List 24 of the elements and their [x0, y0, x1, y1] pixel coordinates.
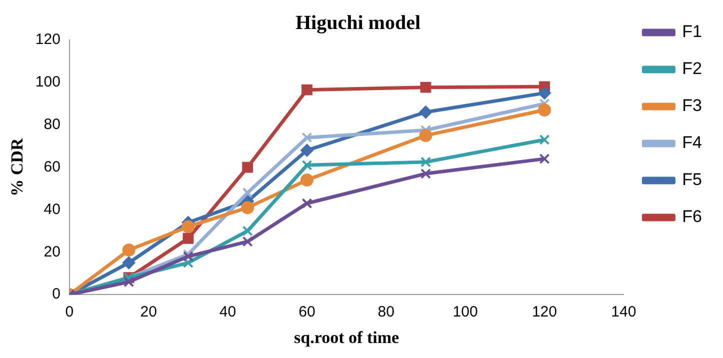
y-tick-label: 120: [35, 31, 60, 48]
y-tick-label: 0: [52, 286, 60, 303]
legend-label: F3: [682, 96, 702, 116]
y-tick-label: 20: [44, 243, 60, 260]
x-tick-label: 120: [532, 304, 557, 321]
x-tick-label: 60: [298, 304, 316, 321]
chart-title: Higuchi model: [295, 12, 421, 34]
x-tick-label: 40: [219, 304, 236, 321]
legend-label: F1: [682, 22, 702, 42]
y-axis-title: % CDR: [8, 138, 27, 196]
legend-label: F5: [682, 170, 702, 190]
x-tick-label: 140: [611, 304, 636, 321]
y-tick-label: 60: [44, 158, 60, 176]
x-tick-label: 20: [140, 304, 157, 321]
x-axis-title: sq.root of time: [294, 328, 400, 348]
x-tick-label: 0: [65, 304, 74, 321]
y-tick-label: 40: [44, 200, 60, 218]
y-tick-label: 80: [44, 116, 60, 134]
legend-label: F6: [682, 207, 702, 226]
legend-label: F2: [682, 59, 702, 78]
legend-label: F4: [682, 133, 702, 152]
y-tick-label: 100: [35, 74, 60, 91]
x-tick-label: 80: [378, 304, 394, 321]
x-tick-label: 100: [452, 304, 478, 321]
